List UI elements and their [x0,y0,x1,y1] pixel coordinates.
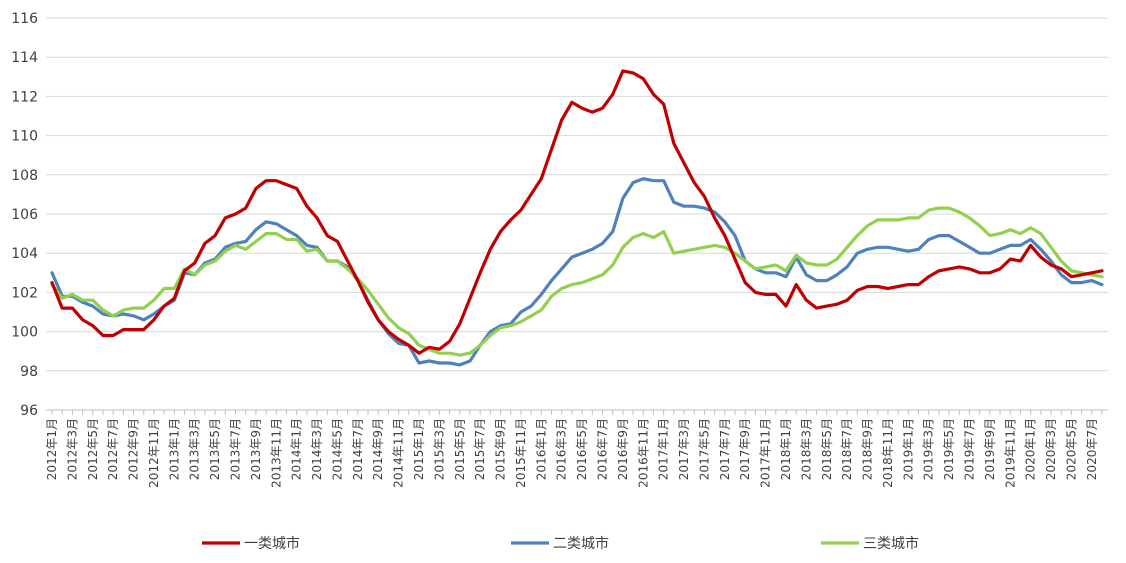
y-axis-ticks: 96 98 100 102 104 106 108 110 112 114 116 [11,11,38,419]
x-tick-label: 2016年3月 [555,418,569,480]
x-tick-label: 2012年5月 [86,418,100,480]
x-tick-label: 2015年7月 [473,418,487,480]
x-tick-label: 2012年1月 [45,418,59,480]
x-tick-label: 2012年9月 [127,418,141,480]
x-tick-label: 2013年3月 [188,418,202,480]
x-tick-label: 2019年5月 [942,418,956,480]
y-tick-label: 96 [20,403,38,419]
x-tick-label: 2013年9月 [249,418,263,480]
x-tick-label: 2020年7月 [1085,418,1099,480]
y-tick-label: 98 [20,364,38,380]
y-tick-label: 110 [11,129,38,145]
x-tick-label: 2018年1月 [779,418,793,480]
series-line-1 [50,69,1104,355]
x-tick-label: 2014年5月 [330,418,344,480]
x-tick-label: 2014年7月 [351,418,365,480]
x-tick-label: 2018年3月 [799,418,813,480]
legend-label: 二类城市 [553,535,609,552]
x-tick-label: 2013年7月 [228,418,242,480]
x-tick-label: 2020年5月 [1064,418,1078,480]
x-tick-label: 2014年9月 [371,418,385,480]
x-tick-label: 2019年9月 [983,418,997,480]
x-tick-label: 2019年7月 [962,418,976,480]
x-tick-label: 2013年1月 [167,418,181,480]
x-tick-label: 2012年7月 [106,418,120,480]
x-tick-label: 2019年11月 [1003,418,1017,488]
y-tick-label: 116 [11,11,38,27]
x-tick-label: 2018年11月 [881,418,895,488]
x-tick-label: 2014年11月 [392,418,406,488]
x-tick-label: 2017年7月 [718,418,732,480]
gridlines [46,17,1108,411]
x-tick-label: 2018年9月 [861,418,875,480]
x-tick-label: 2016年5月 [575,418,589,480]
y-tick-label: 108 [11,168,38,184]
series-lines [50,69,1104,367]
x-tick-label: 2016年1月 [534,418,548,480]
x-tick-label: 2017年1月 [657,418,671,480]
x-tick-label: 2014年1月 [290,418,304,480]
x-tick-label: 2018年5月 [820,418,834,480]
x-tick-label: 2019年3月 [922,418,936,480]
x-tick-label: 2017年5月 [697,418,711,480]
x-tick-label: 2015年1月 [412,418,426,480]
y-tick-label: 104 [11,246,38,262]
y-tick-label: 100 [11,325,38,341]
x-tick-label: 2015年3月 [432,418,446,480]
x-tick-label: 2013年5月 [208,418,222,480]
x-tick-label: 2017年3月 [677,418,691,480]
legend-label: 一类城市 [244,535,300,552]
legend: 一类城市 二类城市 三类城市 [202,535,919,552]
x-tick-label: 2012年3月 [65,418,79,480]
x-tick-label: 2015年11月 [514,418,528,488]
x-tick-label: 2019年1月 [901,418,915,480]
x-tick-label: 2015年9月 [494,418,508,480]
y-tick-label: 102 [11,285,38,301]
x-tick-label: 2020年1月 [1024,418,1038,480]
x-axis: 2012年1月 2012年3月 2012年5月 2012年7月 2012年9月 2012年… [45,409,1108,488]
y-tick-label: 106 [11,207,38,223]
x-tick-label: 2015年5月 [453,418,467,480]
x-tick-label: 2014年3月 [310,418,324,480]
x-tick-label: 2017年11月 [759,418,773,488]
series-line-3 [50,206,1104,357]
x-tick-label: 2016年11月 [636,418,650,488]
legend-label: 三类城市 [863,535,919,552]
x-tick-label: 2017年9月 [738,418,752,480]
x-tick-label: 2016年9月 [616,418,630,480]
series-line-2 [50,177,1104,367]
y-tick-label: 114 [11,50,38,66]
x-tick-label: 2018年7月 [840,418,854,480]
y-tick-label: 112 [11,89,38,105]
x-tick-label: 2020年3月 [1044,418,1058,480]
x-tick-label: 2016年7月 [595,418,609,480]
x-tick-label: 2012年11月 [147,418,161,488]
x-tick-label: 2013年11月 [269,418,283,488]
